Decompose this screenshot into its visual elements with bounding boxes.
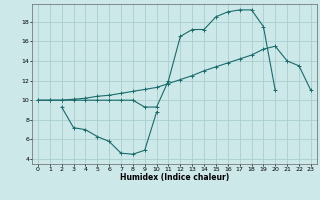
X-axis label: Humidex (Indice chaleur): Humidex (Indice chaleur) [120,173,229,182]
